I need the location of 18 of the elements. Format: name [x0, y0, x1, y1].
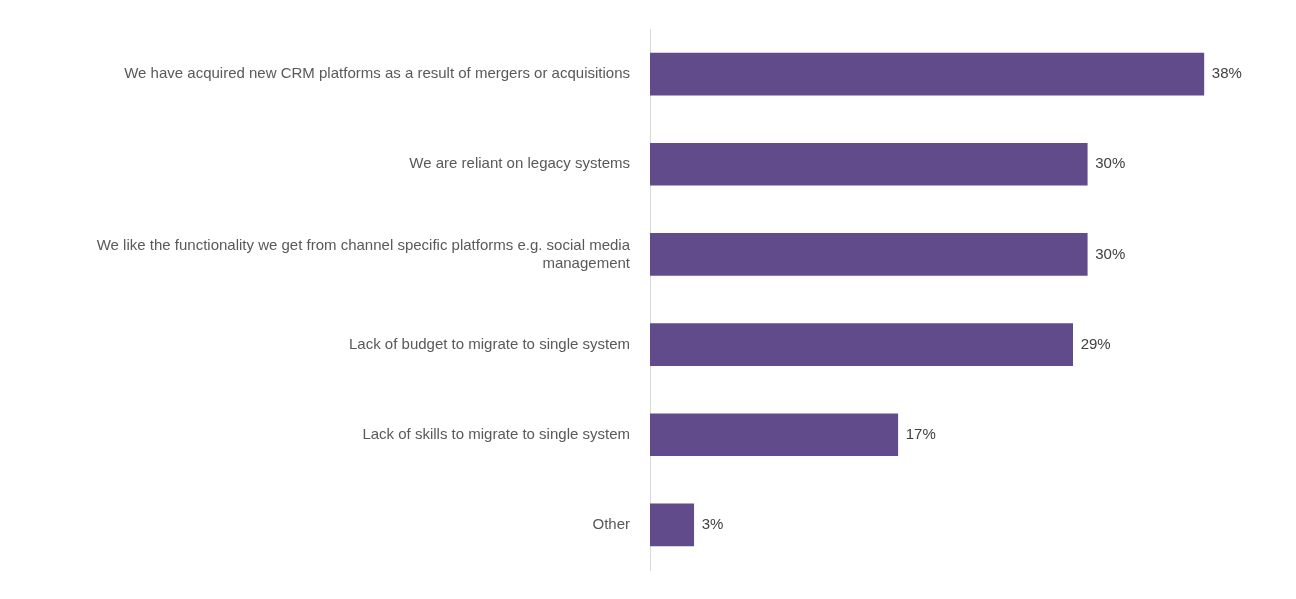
y-tick-label: Lack of skills to migrate to single system	[362, 424, 630, 442]
y-tick-label: Other	[592, 515, 630, 533]
y-tick-label: Lack of budget to migrate to single system	[349, 334, 630, 352]
data-label: 29%	[1080, 334, 1111, 352]
data-label: 3%	[701, 515, 724, 533]
bar	[650, 323, 1074, 366]
bar	[650, 233, 1088, 276]
data-label: 30%	[1095, 244, 1126, 262]
data-label: 30%	[1095, 154, 1126, 172]
data-label: 17%	[905, 424, 936, 442]
bar	[650, 52, 1205, 96]
data-label: 38%	[1211, 64, 1242, 82]
bar	[650, 413, 899, 457]
y-tick-label: We like the functionality we get from channel specific platforms e.g. social media management	[96, 235, 631, 271]
bar	[650, 142, 1088, 186]
bar	[650, 503, 695, 547]
y-tick-label: We have acquired new CRM platforms as a result of mergers or acquisitions	[124, 64, 630, 82]
y-tick-label: We are reliant on legacy systems	[409, 154, 630, 172]
